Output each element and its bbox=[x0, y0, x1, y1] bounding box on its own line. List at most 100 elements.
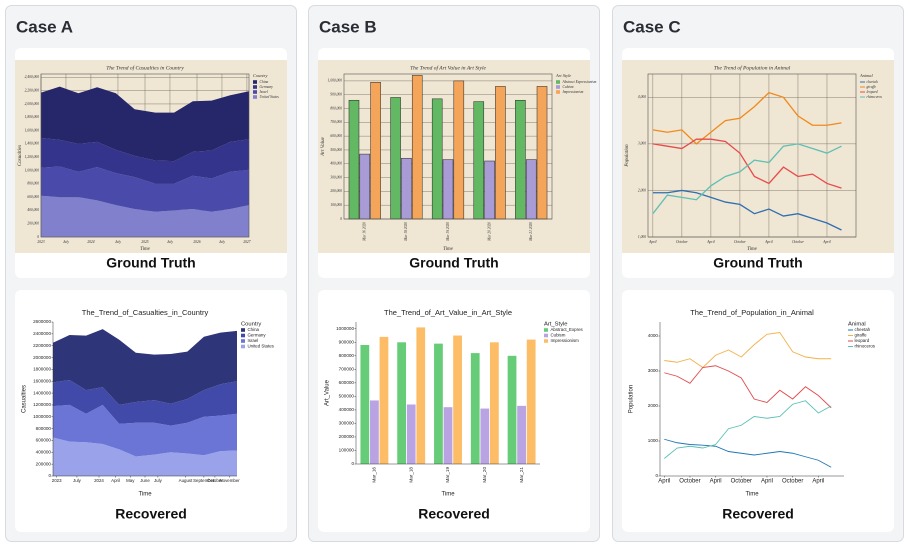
line bbox=[652, 143, 842, 215]
y-tick-label: 1000000 bbox=[336, 326, 354, 331]
legend-label: giraffe bbox=[855, 333, 868, 338]
y-tick-label: 700,000 bbox=[330, 120, 342, 125]
plot-frame bbox=[40, 73, 250, 238]
x-tick-label: October bbox=[792, 240, 804, 244]
bar bbox=[434, 343, 443, 464]
x-tick-label: 2026 bbox=[193, 240, 200, 244]
legend-title: Art_Style bbox=[544, 322, 568, 328]
y-tick-label: 4000 bbox=[648, 333, 659, 338]
area bbox=[53, 380, 237, 426]
panel-title: Case C bbox=[623, 17, 681, 36]
plot-frame bbox=[647, 73, 857, 238]
x-tick-label: October bbox=[676, 240, 688, 244]
y-tick-label: 1,400,000 bbox=[25, 142, 40, 147]
legend-label: rhinoceros bbox=[867, 95, 883, 99]
y-tick-label: 0 bbox=[48, 473, 51, 478]
card bbox=[622, 290, 894, 532]
y-tick-label: 2400000 bbox=[33, 331, 51, 336]
bar bbox=[536, 86, 548, 220]
y-tick-label: 800,000 bbox=[27, 182, 39, 187]
line bbox=[652, 189, 842, 231]
area bbox=[53, 404, 237, 457]
x-tick-label: April bbox=[111, 478, 120, 483]
legend-swatch bbox=[556, 85, 560, 89]
bar bbox=[495, 86, 506, 220]
bar bbox=[431, 98, 443, 220]
chart-title: The_Trend_of_Population_in_Animal bbox=[690, 308, 814, 317]
x-tick-label: November bbox=[220, 478, 241, 483]
y-tick-label: 300,000 bbox=[330, 175, 342, 180]
x-tick-label: Mar 18 2020 bbox=[404, 222, 408, 242]
y-tick-label: 1,600,000 bbox=[25, 128, 40, 133]
legend-label: Cubism bbox=[563, 85, 574, 89]
y-tick-label: 1800000 bbox=[33, 367, 51, 372]
x-tick-label: 2027 bbox=[243, 240, 250, 244]
caption: Recovered bbox=[115, 506, 187, 522]
bar bbox=[480, 408, 490, 464]
legend-title: Animal bbox=[859, 73, 873, 78]
bar bbox=[397, 342, 407, 464]
y-tick-label: 2000 bbox=[648, 403, 659, 408]
bar bbox=[416, 327, 426, 464]
x-tick-label: September bbox=[193, 478, 215, 483]
legend-label: Israel bbox=[248, 338, 259, 343]
legend-swatch bbox=[241, 328, 245, 332]
area bbox=[53, 437, 237, 476]
bar bbox=[359, 153, 371, 220]
x-axis-label: Time bbox=[443, 247, 454, 252]
x-tick-label: April bbox=[658, 479, 670, 485]
chart-title: The Trend of Art Value in Art Style bbox=[410, 64, 486, 71]
y-tick-label: 500,000 bbox=[330, 148, 342, 153]
y-axis-label: Population bbox=[629, 385, 635, 413]
y-tick-label: 800000 bbox=[36, 426, 52, 431]
y-tick-label: 200000 bbox=[36, 461, 52, 466]
area bbox=[53, 329, 237, 405]
x-tick-label: 2023 bbox=[37, 240, 44, 244]
x-tick-label: October bbox=[734, 240, 746, 244]
y-tick-label: 3000 bbox=[648, 368, 659, 373]
legend-swatch bbox=[544, 339, 548, 343]
y-tick-label: 1000 bbox=[648, 438, 659, 443]
bar bbox=[484, 160, 495, 220]
x-tick-label: April bbox=[710, 479, 722, 485]
line bbox=[664, 438, 832, 468]
legend-label: Cubism bbox=[551, 333, 566, 338]
y-tick-label: 600,000 bbox=[330, 134, 342, 139]
x-tick-label: May bbox=[126, 478, 135, 483]
x-tick-label: Mar 16 2020 bbox=[363, 222, 367, 242]
legend-title: Art Style bbox=[555, 73, 571, 78]
bar bbox=[515, 99, 526, 220]
area bbox=[41, 137, 249, 184]
bar bbox=[489, 342, 499, 464]
y-tick-label: 600000 bbox=[339, 380, 355, 385]
y-tick-label: 0 bbox=[340, 217, 342, 221]
bar bbox=[411, 75, 423, 220]
x-tick-label: July bbox=[63, 240, 69, 244]
bar bbox=[507, 355, 517, 464]
x-tick-label: 2024 bbox=[94, 478, 104, 483]
x-tick-label: July bbox=[219, 240, 225, 244]
legend-label: Germany bbox=[260, 85, 274, 89]
legend-swatch bbox=[544, 333, 548, 338]
legend-label: cheetah bbox=[855, 327, 871, 332]
caption: Ground Truth bbox=[409, 255, 498, 271]
legend-label: China bbox=[248, 327, 260, 332]
caption: Recovered bbox=[722, 506, 794, 522]
x-tick-label: April bbox=[706, 240, 714, 244]
y-tick-label: 1400000 bbox=[33, 390, 51, 395]
x-tick-label: April bbox=[822, 240, 830, 244]
y-tick-label: 0 bbox=[37, 235, 39, 239]
y-tick-label: 700000 bbox=[339, 367, 355, 372]
legend-swatch bbox=[253, 95, 257, 99]
x-axis-label: Time bbox=[441, 492, 455, 498]
x-tick-label: Mar_19 bbox=[445, 467, 450, 483]
line bbox=[652, 138, 842, 189]
y-tick-label: 1,800,000 bbox=[25, 115, 40, 120]
bar bbox=[379, 336, 389, 464]
panel-title: Case B bbox=[319, 17, 377, 36]
bar bbox=[517, 405, 526, 464]
line bbox=[664, 365, 832, 409]
y-tick-label: 4,000 bbox=[638, 95, 646, 100]
area bbox=[41, 166, 249, 212]
